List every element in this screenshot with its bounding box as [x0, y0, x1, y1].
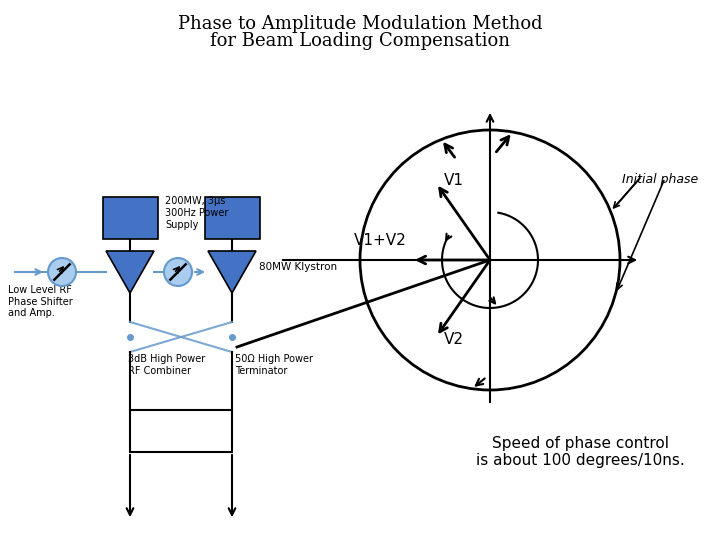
Polygon shape — [106, 251, 154, 293]
Text: Initial phase: Initial phase — [622, 173, 698, 186]
Bar — [130, 410, 232, 452]
Bar — [102, 197, 158, 239]
Text: V1: V1 — [444, 173, 464, 188]
Circle shape — [48, 258, 76, 286]
Text: Phase to Amplitude Modulation Method: Phase to Amplitude Modulation Method — [178, 15, 542, 33]
Text: 200MW, 3μs
300Hz Power
Supply: 200MW, 3μs 300Hz Power Supply — [165, 197, 228, 230]
Text: Low Level RF
Phase Shifter
and Amp.: Low Level RF Phase Shifter and Amp. — [8, 285, 73, 318]
Polygon shape — [208, 251, 256, 293]
Text: 3dB High Power
RF Combiner: 3dB High Power RF Combiner — [128, 354, 205, 376]
Text: Speed of phase control
is about 100 degrees/10ns.: Speed of phase control is about 100 degr… — [476, 436, 685, 468]
Circle shape — [164, 258, 192, 286]
Bar — [204, 197, 259, 239]
Text: 80MW Klystron: 80MW Klystron — [259, 262, 337, 272]
Text: V1+V2: V1+V2 — [354, 233, 407, 248]
Text: for Beam Loading Compensation: for Beam Loading Compensation — [210, 32, 510, 50]
Text: 50Ω High Power
Terminator: 50Ω High Power Terminator — [235, 354, 313, 376]
Text: V2: V2 — [444, 332, 464, 347]
